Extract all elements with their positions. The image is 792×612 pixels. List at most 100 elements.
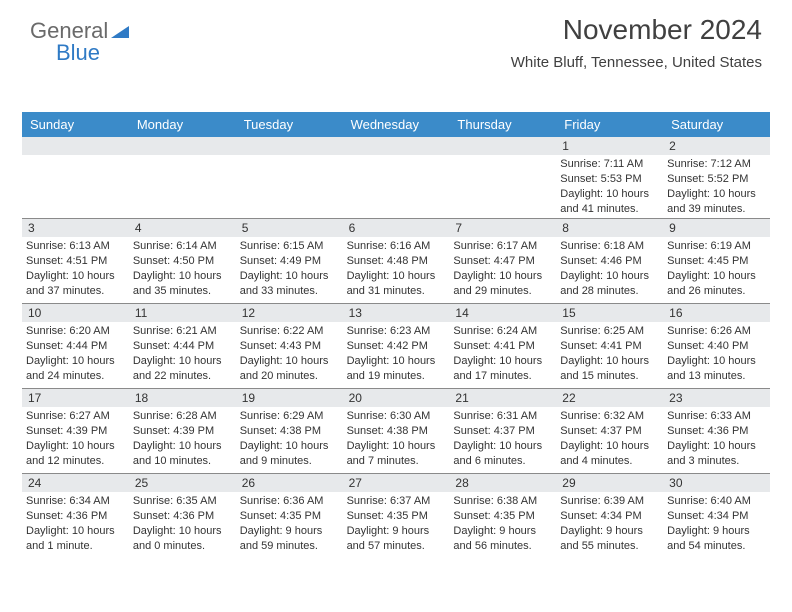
day-number: 18 [129,389,236,407]
sunrise-line: Sunrise: 6:26 AM [667,324,766,339]
sunset-line: Sunset: 4:44 PM [133,339,232,354]
day-number: 4 [129,219,236,237]
daylight-line: Daylight: 10 hours and 1 minute. [26,524,125,554]
sunrise-line: Sunrise: 6:23 AM [347,324,446,339]
day-number: 7 [449,219,556,237]
day-body: Sunrise: 6:26 AMSunset: 4:40 PMDaylight:… [663,322,770,385]
daylight-line: Daylight: 9 hours and 55 minutes. [560,524,659,554]
day-number: 9 [663,219,770,237]
day-body: Sunrise: 6:35 AMSunset: 4:36 PMDaylight:… [129,492,236,555]
day-cell: 9Sunrise: 6:19 AMSunset: 4:45 PMDaylight… [663,219,770,303]
daylight-line: Daylight: 10 hours and 12 minutes. [26,439,125,469]
day-cell [236,137,343,218]
day-cell: 7Sunrise: 6:17 AMSunset: 4:47 PMDaylight… [449,219,556,303]
brand-triangle-icon [111,18,129,44]
day-body: Sunrise: 6:29 AMSunset: 4:38 PMDaylight:… [236,407,343,470]
day-body: Sunrise: 6:34 AMSunset: 4:36 PMDaylight:… [22,492,129,555]
daylight-line: Daylight: 10 hours and 28 minutes. [560,269,659,299]
day-cell: 26Sunrise: 6:36 AMSunset: 4:35 PMDayligh… [236,474,343,558]
calendar-week: 3Sunrise: 6:13 AMSunset: 4:51 PMDaylight… [22,219,770,304]
sunset-line: Sunset: 4:47 PM [453,254,552,269]
day-body: Sunrise: 6:17 AMSunset: 4:47 PMDaylight:… [449,237,556,300]
sunrise-line: Sunrise: 6:19 AM [667,239,766,254]
daylight-line: Daylight: 10 hours and 33 minutes. [240,269,339,299]
day-cell: 27Sunrise: 6:37 AMSunset: 4:35 PMDayligh… [343,474,450,558]
day-cell: 20Sunrise: 6:30 AMSunset: 4:38 PMDayligh… [343,389,450,473]
day-body: Sunrise: 6:28 AMSunset: 4:39 PMDaylight:… [129,407,236,470]
sunset-line: Sunset: 4:38 PM [240,424,339,439]
day-body: Sunrise: 6:16 AMSunset: 4:48 PMDaylight:… [343,237,450,300]
day-cell: 16Sunrise: 6:26 AMSunset: 4:40 PMDayligh… [663,304,770,388]
day-body: Sunrise: 6:40 AMSunset: 4:34 PMDaylight:… [663,492,770,555]
sunrise-line: Sunrise: 6:30 AM [347,409,446,424]
sunrise-line: Sunrise: 6:40 AM [667,494,766,509]
dow-cell: Friday [556,112,663,137]
sunrise-line: Sunrise: 6:37 AM [347,494,446,509]
header: General Blue November 2024 White Bluff, … [0,0,792,74]
sunrise-line: Sunrise: 6:20 AM [26,324,125,339]
day-number: 12 [236,304,343,322]
daylight-line: Daylight: 10 hours and 20 minutes. [240,354,339,384]
sunrise-line: Sunrise: 6:33 AM [667,409,766,424]
sunset-line: Sunset: 4:37 PM [453,424,552,439]
dow-cell: Tuesday [236,112,343,137]
day-number: 26 [236,474,343,492]
day-body: Sunrise: 6:22 AMSunset: 4:43 PMDaylight:… [236,322,343,385]
daylight-line: Daylight: 10 hours and 6 minutes. [453,439,552,469]
day-body: Sunrise: 6:19 AMSunset: 4:45 PMDaylight:… [663,237,770,300]
daylight-line: Daylight: 10 hours and 35 minutes. [133,269,232,299]
calendar: SundayMondayTuesdayWednesdayThursdayFrid… [22,112,770,558]
day-cell: 6Sunrise: 6:16 AMSunset: 4:48 PMDaylight… [343,219,450,303]
day-number: 20 [343,389,450,407]
day-cell: 30Sunrise: 6:40 AMSunset: 4:34 PMDayligh… [663,474,770,558]
sunset-line: Sunset: 4:50 PM [133,254,232,269]
day-number: 28 [449,474,556,492]
day-cell: 19Sunrise: 6:29 AMSunset: 4:38 PMDayligh… [236,389,343,473]
sunrise-line: Sunrise: 6:16 AM [347,239,446,254]
sunset-line: Sunset: 4:38 PM [347,424,446,439]
daylight-line: Daylight: 10 hours and 41 minutes. [560,187,659,217]
day-number [129,137,236,155]
day-number: 14 [449,304,556,322]
sunrise-line: Sunrise: 6:25 AM [560,324,659,339]
sunrise-line: Sunrise: 6:29 AM [240,409,339,424]
day-cell: 23Sunrise: 6:33 AMSunset: 4:36 PMDayligh… [663,389,770,473]
weeks-container: 1Sunrise: 7:11 AMSunset: 5:53 PMDaylight… [22,137,770,558]
daylight-line: Daylight: 9 hours and 57 minutes. [347,524,446,554]
location-text: White Bluff, Tennessee, United States [511,54,762,71]
day-body: Sunrise: 7:12 AMSunset: 5:52 PMDaylight:… [663,155,770,218]
daylight-line: Daylight: 10 hours and 37 minutes. [26,269,125,299]
page-title: November 2024 [563,14,762,46]
daylight-line: Daylight: 10 hours and 4 minutes. [560,439,659,469]
day-body: Sunrise: 7:11 AMSunset: 5:53 PMDaylight:… [556,155,663,218]
dow-header-row: SundayMondayTuesdayWednesdayThursdayFrid… [22,112,770,137]
day-cell: 15 Sunrise: 6:25 AMSunset: 4:41 PMDayligh… [556,304,663,388]
sunrise-line: Sunrise: 6:15 AM [240,239,339,254]
sunrise-line: Sunrise: 6:28 AM [133,409,232,424]
sunrise-line: Sunrise: 7:12 AM [667,157,766,172]
day-body: Sunrise: 6:33 AMSunset: 4:36 PMDaylight:… [663,407,770,470]
day-cell: 22Sunrise: 6:32 AMSunset: 4:37 PMDayligh… [556,389,663,473]
day-cell: 2Sunrise: 7:12 AMSunset: 5:52 PMDaylight… [663,137,770,218]
daylight-line: Daylight: 10 hours and 13 minutes. [667,354,766,384]
day-cell: 21Sunrise: 6:31 AMSunset: 4:37 PMDayligh… [449,389,556,473]
day-number [449,137,556,155]
day-cell: 24Sunrise: 6:34 AMSunset: 4:36 PMDayligh… [22,474,129,558]
day-body: Sunrise: 6:15 AMSunset: 4:49 PMDaylight:… [236,237,343,300]
daylight-line: Daylight: 9 hours and 59 minutes. [240,524,339,554]
day-body: Sunrise: 6:36 AMSunset: 4:35 PMDaylight:… [236,492,343,555]
day-cell: 11Sunrise: 6:21 AMSunset: 4:44 PMDayligh… [129,304,236,388]
dow-cell: Sunday [22,112,129,137]
sunset-line: Sunset: 4:36 PM [667,424,766,439]
day-body: Sunrise: 6:21 AMSunset: 4:44 PMDaylight:… [129,322,236,385]
sunset-line: Sunset: 4:48 PM [347,254,446,269]
brand-text-b: Blue [56,40,100,65]
day-body: Sunrise: 6:39 AMSunset: 4:34 PMDaylight:… [556,492,663,555]
day-number: 11 [129,304,236,322]
sunset-line: Sunset: 5:53 PM [560,172,659,187]
daylight-line: Daylight: 10 hours and 15 minutes. [560,354,659,384]
sunset-line: Sunset: 4:41 PM [560,339,659,354]
sunrise-line: Sunrise: 6:32 AM [560,409,659,424]
day-number: 15 [556,304,663,322]
sunset-line: Sunset: 4:35 PM [347,509,446,524]
